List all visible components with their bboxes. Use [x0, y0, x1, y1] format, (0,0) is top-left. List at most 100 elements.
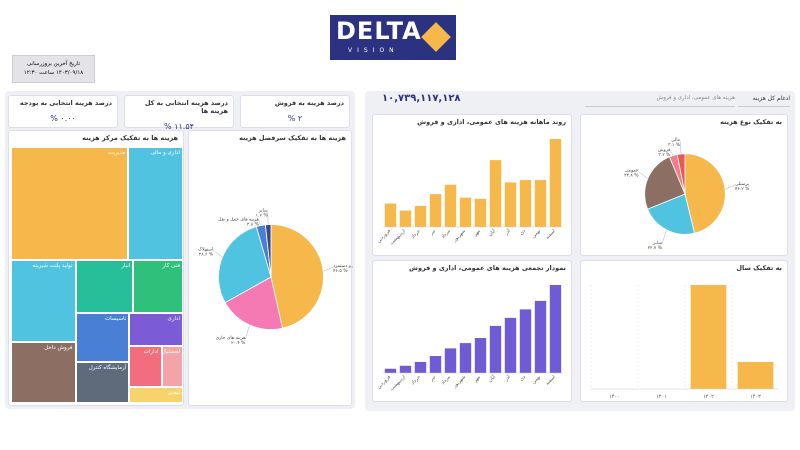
x-tick-label: اردیبهشت	[389, 228, 407, 246]
bar	[474, 338, 487, 373]
slice-label: سایر	[652, 241, 662, 246]
x-tick-label: مرداد	[440, 228, 452, 240]
kpi-card: درصد هزینه انتخابی به کل هزینه ها ۱۱.۵۴ %	[124, 95, 234, 131]
chart-panel: به تفکیک نوع هزینه پرسنلی ۴۶.۲ % سایر ۲۲.۷ %…	[580, 114, 788, 256]
x-tick-label: اردیبهشت	[389, 374, 407, 392]
x-tick-label: دی	[519, 229, 527, 237]
slice-label: فروش	[658, 148, 670, 153]
slice-value: ۳.۲ %	[658, 152, 671, 158]
slice-value: ۲۸.۶ %	[199, 251, 214, 257]
slice-value: ۲۲.۷ %	[648, 245, 663, 251]
kpi-value: ۰.۰۰ %	[50, 114, 76, 123]
bar	[444, 184, 457, 227]
bar	[474, 198, 487, 227]
kpi-label: درصد هزینه انتخابی به بودجه	[19, 99, 112, 107]
slice-label: استهلاک	[198, 246, 213, 252]
leader-line	[661, 229, 667, 244]
scope-dropdown[interactable]: ادغام کل هزینه	[738, 95, 790, 107]
bar	[384, 368, 397, 373]
logo-sub: VISION	[348, 47, 399, 54]
slice-label: عمومی	[625, 169, 639, 174]
x-tick-label: ۱۴۰۳	[750, 394, 761, 400]
leader-line	[638, 171, 648, 179]
slice-label: مالی	[671, 138, 680, 143]
x-tick-label: ۱۴۰۰	[609, 394, 620, 400]
treemap-cell: ادارات	[129, 345, 162, 387]
chart-title: هزینه ها به تفکیک مرکز هزینه	[82, 134, 178, 142]
bar	[737, 361, 774, 389]
logo: DELTA VISION	[330, 15, 456, 60]
pie-slice	[218, 226, 272, 304]
cell-label: مدیریت	[107, 150, 126, 156]
pie-slice	[684, 153, 726, 234]
kpi-value: ۲ %	[287, 114, 303, 123]
cell-label: ایمنی	[167, 389, 180, 396]
account-dropdown[interactable]: هزینه های عمومی، اداری و فروش	[585, 95, 735, 107]
logo-icon	[421, 22, 451, 52]
bar	[384, 203, 397, 227]
kpi-value: ۱۱.۵۴ %	[164, 122, 194, 131]
x-tick-label: آبان	[487, 373, 498, 384]
bar	[429, 356, 442, 373]
logo-text: DELTA	[336, 17, 422, 45]
bar	[459, 197, 472, 227]
x-tick-label: خرداد	[410, 228, 422, 240]
update-box: تاریخ آخرین بروزرسانی ۱۴۰۳/۰۹/۱۸ ساعت ۱۲…	[12, 55, 95, 83]
treemap-cell: تاسیسات	[75, 312, 130, 363]
bar	[489, 160, 502, 227]
chart-panel: هزینه ها به تفکیک سرفصل هزینه حقوق و دستم…	[188, 130, 353, 406]
bar	[504, 317, 517, 373]
x-tick-label: مهر	[472, 375, 482, 385]
pie-slice	[224, 276, 283, 330]
chart-panel: هزینه ها به تفکیک مرکز هزینه مدیریت اداری …	[8, 130, 184, 406]
bar	[429, 194, 442, 227]
bar-chart: ۱۴۰۰ ۱۴۰۱ ۱۴۰۲ ۱۴۰۳	[590, 285, 779, 400]
cell-label: اداری	[167, 315, 180, 322]
x-tick-label: ۱۴۰۲	[703, 394, 714, 400]
cell-label: اداری و مالی	[150, 150, 180, 156]
pie-slice	[264, 224, 272, 278]
bar	[534, 180, 547, 227]
treemap-cell: آزمایشگاه کنترل	[75, 362, 130, 403]
x-tick-label: بهمن	[531, 229, 542, 240]
pie-slice	[647, 193, 696, 235]
cell-label: آزمایشگاه کنترل	[88, 365, 127, 372]
leader-line	[670, 150, 674, 156]
bar	[399, 210, 412, 227]
bar	[414, 361, 427, 373]
x-tick-label: بهمن	[531, 375, 542, 386]
leader-line	[258, 220, 262, 226]
chart-title: روند ماهانه هزینه های عمومی، اداری و فرو…	[417, 118, 566, 126]
slice-label: هزینه های حمل و نقل	[218, 218, 259, 223]
bar	[690, 285, 727, 389]
chart-title: نمودار تجمعی هزینه های عمومی، اداری و فر…	[408, 264, 566, 272]
kpi-label: درصد هزینه انتخابی به کل هزینه ها	[144, 99, 228, 115]
cell-label: فروش داخل	[44, 344, 73, 351]
leader-line	[267, 211, 269, 225]
cell-label: لجستیک	[161, 348, 180, 355]
bar	[414, 205, 427, 227]
chart-panel: نمودار تجمعی هزینه های عمومی، اداری و فر…	[372, 260, 572, 402]
slice-label: هزینه های جاری	[216, 336, 246, 341]
slice-value: ۲۰.۴ %	[231, 340, 246, 346]
x-tick-label: اسفند	[544, 374, 557, 387]
kpi-label: درصد هزینه به فروش	[274, 99, 344, 107]
x-tick-label: اسفند	[544, 228, 557, 241]
update-label: تاریخ آخرین بروزرسانی	[26, 61, 81, 67]
chart-title: به تفکیک نوع هزینه	[720, 118, 782, 126]
x-tick-label: مهر	[472, 229, 482, 239]
kpi-card: درصد هزینه به فروش ۲ %	[240, 95, 350, 128]
treemap-cell: ایمنی	[129, 386, 183, 403]
treemap-cell: مدیریت	[11, 147, 129, 260]
x-tick-label: مرداد	[440, 374, 452, 386]
bar	[489, 325, 502, 373]
cell-label: تولید پلنت شیرینه	[32, 262, 73, 269]
cell-label: تاسیسات	[105, 315, 127, 322]
treemap-cell: فنی کار	[133, 259, 183, 313]
leader-line	[724, 184, 736, 190]
bar	[519, 309, 532, 373]
bar	[399, 365, 412, 373]
